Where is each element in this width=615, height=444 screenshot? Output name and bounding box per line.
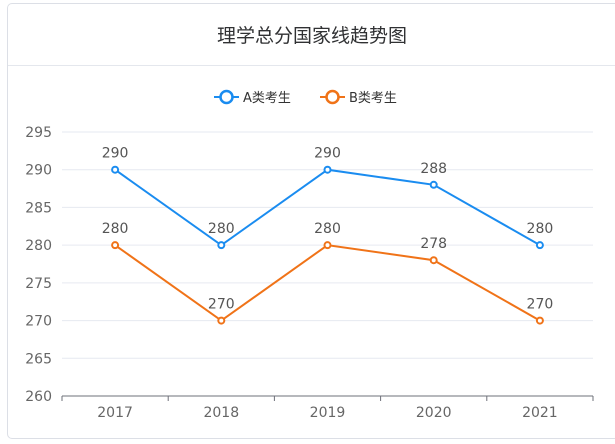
x-tick-label: 2021 [522, 405, 558, 421]
y-tick-label: 270 [25, 314, 52, 330]
y-tick-label: 285 [25, 200, 52, 216]
legend-circle-icon [325, 89, 340, 105]
data-label: 280 [102, 221, 129, 237]
data-label: 280 [527, 221, 554, 237]
data-label: 280 [208, 221, 235, 237]
chart-header: 理学总分国家线趋势图 [8, 4, 615, 66]
data-label: 270 [527, 297, 554, 313]
x-tick-label: 2019 [310, 405, 346, 421]
y-tick-label: 280 [25, 238, 52, 254]
data-label: 270 [208, 297, 235, 313]
y-tick-label: 260 [25, 389, 52, 405]
data-point [535, 241, 544, 250]
data-point [429, 180, 438, 189]
chart-title: 理学总分国家线趋势图 [216, 25, 407, 47]
data-point [111, 241, 120, 250]
y-tick-label: 275 [25, 276, 52, 292]
data-point [323, 241, 332, 250]
data-point [535, 316, 544, 325]
data-point [217, 241, 226, 250]
y-tick-label: 265 [25, 351, 52, 367]
legend-circle-icon [219, 89, 234, 105]
data-label: 290 [102, 146, 129, 162]
x-tick-label: 2017 [97, 405, 133, 421]
data-label: 280 [314, 221, 341, 237]
data-point [429, 256, 438, 265]
legend-label: A类考生 [243, 91, 291, 106]
data-label: 288 [420, 161, 447, 177]
data-label: 290 [314, 146, 341, 162]
x-tick-label: 2018 [203, 405, 239, 421]
chart-card: 理学总分国家线趋势图 [7, 3, 615, 439]
y-tick-label: 295 [25, 125, 52, 141]
legend-label: B类考生 [349, 91, 397, 106]
data-point [111, 165, 120, 174]
x-tick-label: 2020 [416, 405, 452, 421]
data-point [217, 316, 226, 325]
y-tick-label: 290 [25, 163, 52, 179]
data-label: 278 [420, 236, 447, 252]
data-point [323, 165, 332, 174]
